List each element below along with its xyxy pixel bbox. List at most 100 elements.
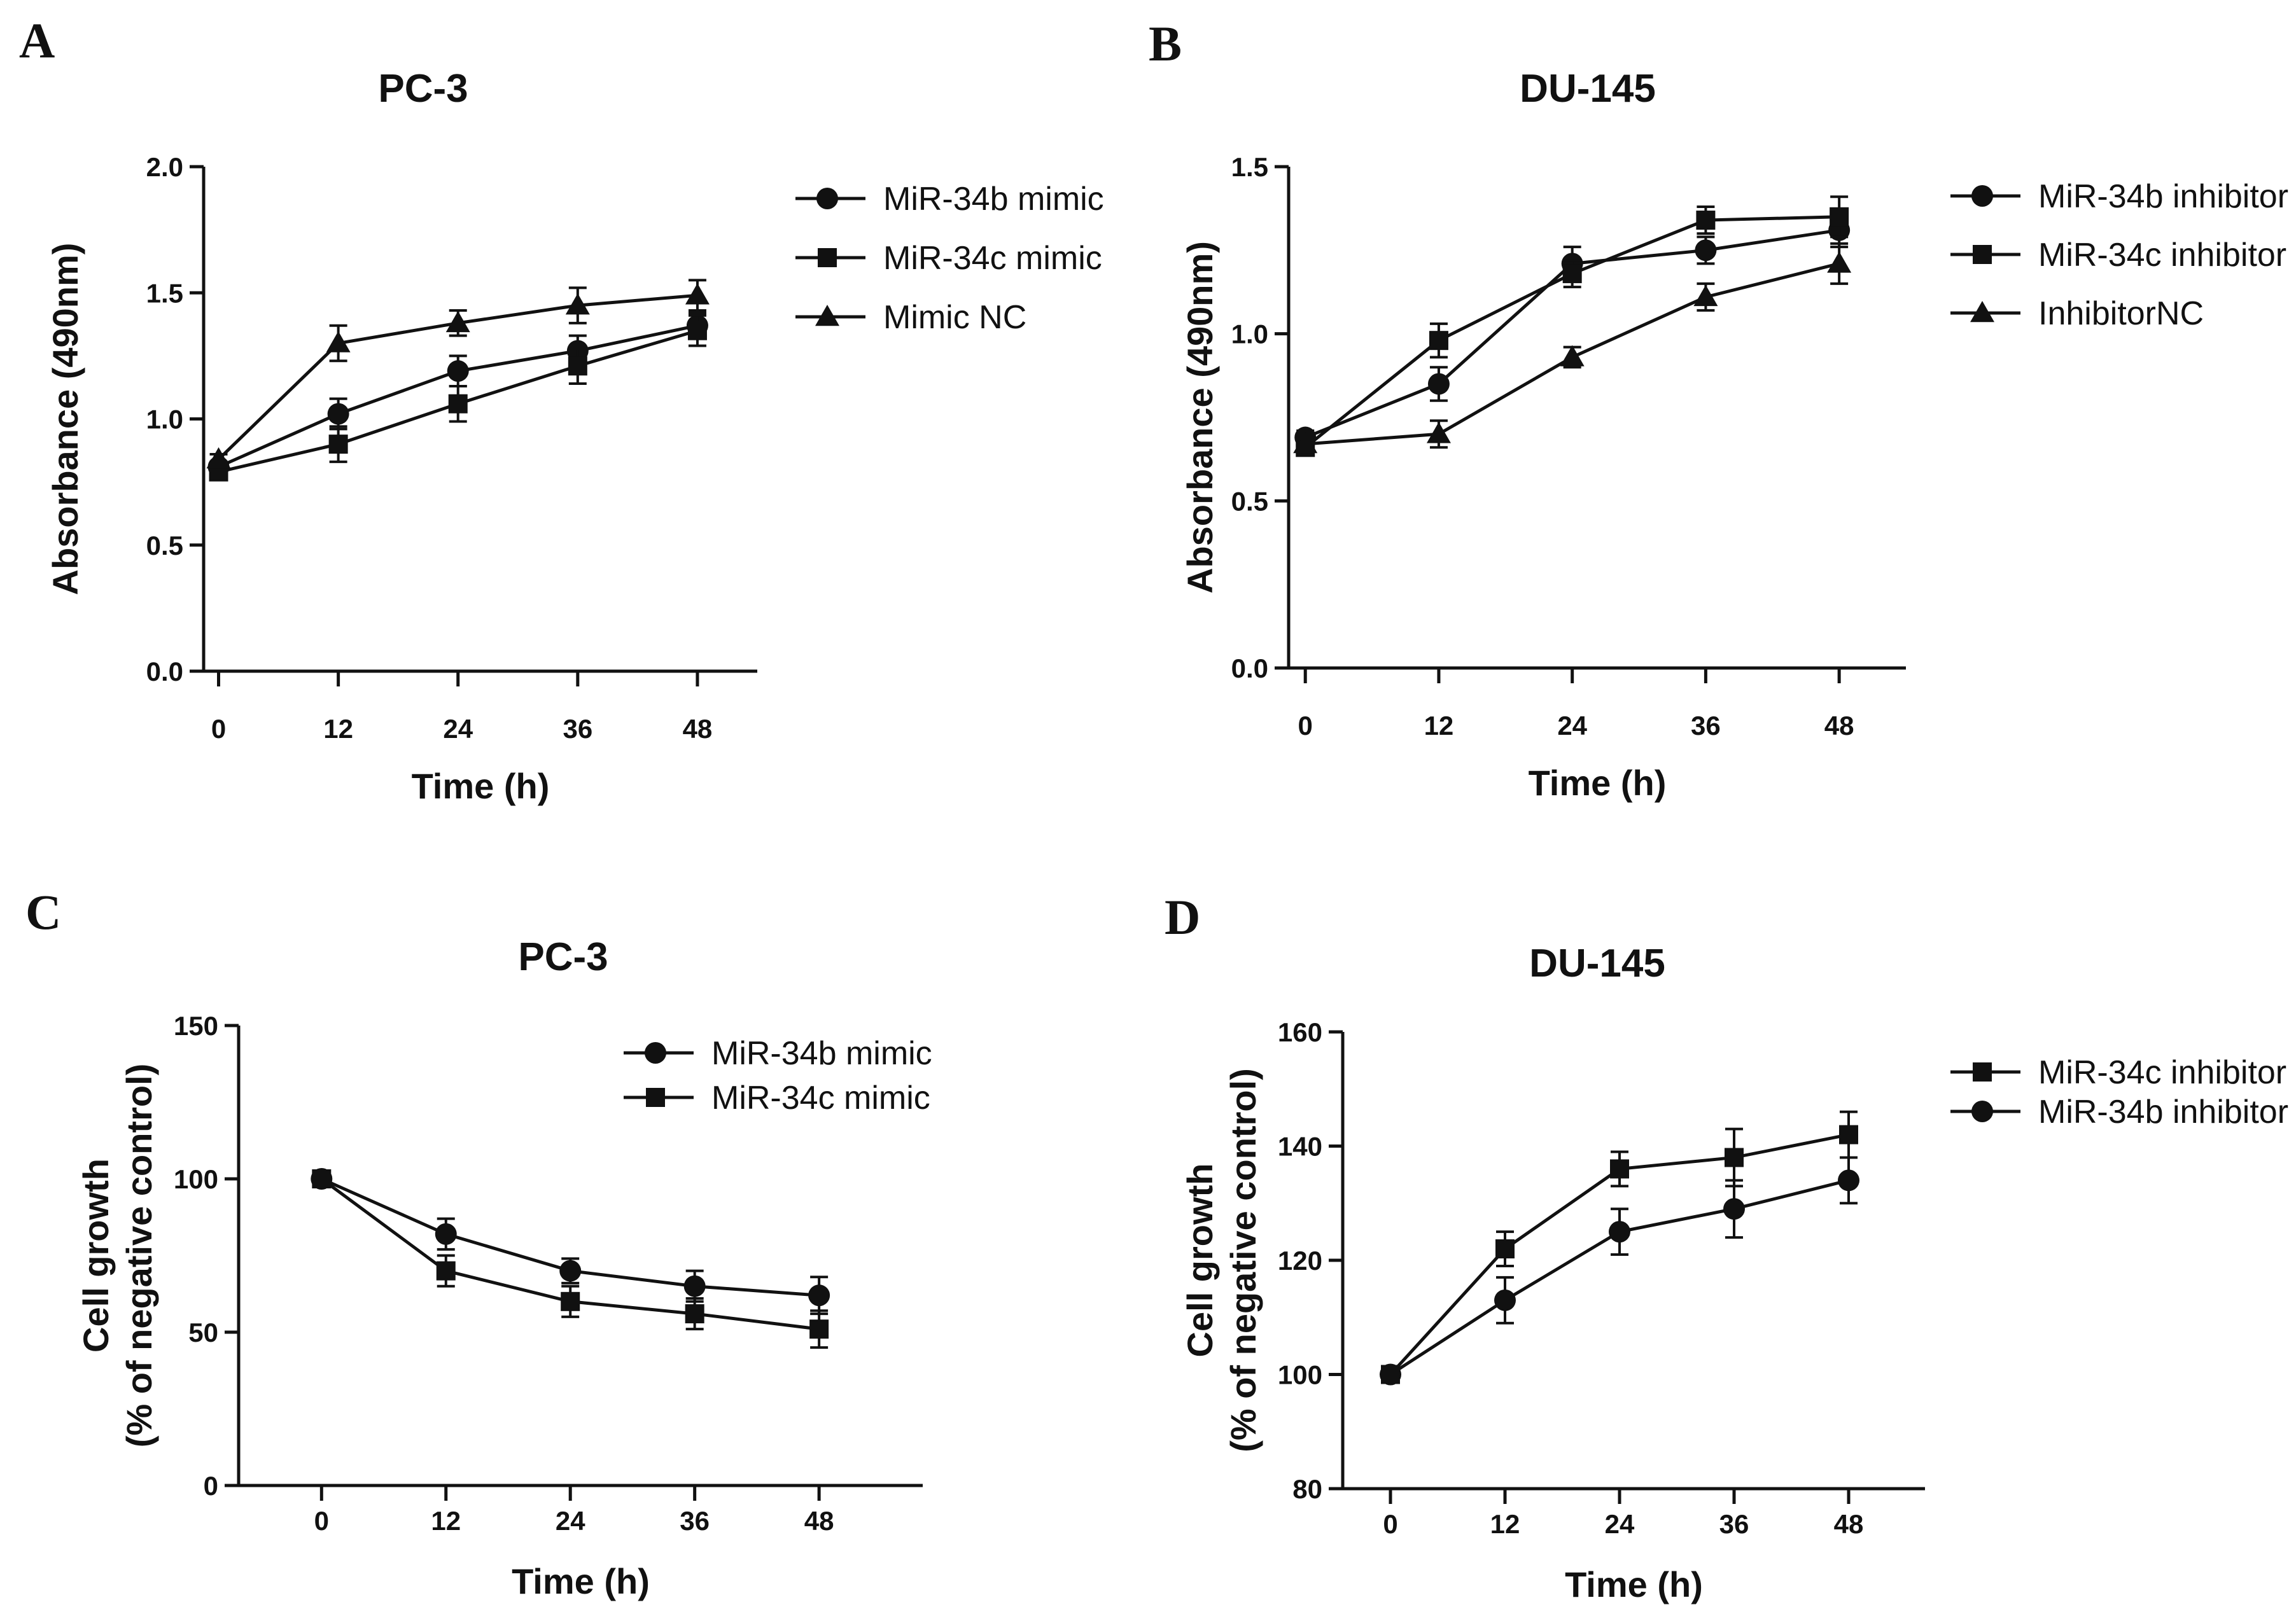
- y-tick-label: 50: [188, 1318, 218, 1347]
- data-point: [1427, 373, 1450, 395]
- data-point: [561, 1291, 580, 1311]
- data-point: [448, 394, 468, 414]
- series-inhibitornc: [1293, 242, 1852, 454]
- x-tick-label: 36: [1691, 711, 1721, 741]
- series-mir-34b-mimic: [311, 1168, 830, 1316]
- legend-label: InhibitorNC: [2038, 295, 2204, 332]
- data-point: [328, 435, 348, 454]
- y-axis-label: Absorbance (490nm): [1180, 241, 1220, 594]
- y-axis-label-line: Cell growth: [1180, 1164, 1220, 1358]
- x-tick-label: 48: [804, 1506, 834, 1536]
- x-tick-label: 36: [1719, 1509, 1749, 1539]
- y-tick-label: 1.0: [146, 405, 183, 435]
- x-tick-label: 0: [211, 714, 226, 744]
- x-tick-label: 24: [443, 714, 473, 744]
- data-point: [683, 1275, 706, 1297]
- panel-letter: B: [1149, 16, 1182, 71]
- legend-marker: [1973, 245, 1992, 264]
- data-point: [1723, 1198, 1745, 1220]
- legend-label: MiR-34c inhibitor: [2038, 237, 2286, 274]
- data-point: [312, 1169, 332, 1188]
- legend-entry: MiR-34b mimic: [624, 1035, 932, 1072]
- legend-marker: [645, 1042, 666, 1064]
- data-point: [447, 360, 469, 382]
- legend-label: MiR-34b mimic: [711, 1035, 932, 1072]
- chart-title: PC-3: [518, 935, 608, 979]
- data-point: [327, 403, 349, 425]
- data-point: [1494, 1289, 1516, 1311]
- y-tick-label: 150: [174, 1011, 218, 1041]
- chart-panel-c: C PC-3 0 50 100 150 0 12 24 36 48 Time (h) Cell grow…: [25, 884, 932, 1601]
- data-point: [435, 1223, 457, 1245]
- legend-entry: Mimic NC: [795, 299, 1026, 336]
- y-tick-label: 100: [174, 1164, 218, 1194]
- legend-label: MiR-34b mimic: [883, 181, 1104, 218]
- y-tick-label: 80: [1292, 1474, 1322, 1504]
- legend-entry: MiR-34c mimic: [624, 1080, 930, 1117]
- legend-label: MiR-34c inhibitor: [2038, 1054, 2286, 1091]
- panel-letter: A: [19, 13, 55, 68]
- data-point: [1838, 1169, 1859, 1192]
- chart-panel-d: D DU-145 80 100 120 140 160 0 12 24 36 48 Time (h) Ce…: [1165, 889, 2288, 1604]
- legend-marker: [816, 188, 838, 209]
- data-point: [1696, 211, 1716, 230]
- y-tick-label: 0.0: [1231, 653, 1268, 683]
- legend-marker: [1971, 185, 1993, 207]
- panel-letter: C: [25, 884, 61, 940]
- legend-entry: MiR-34b inhibitor: [1950, 1094, 2288, 1131]
- y-tick-label: 1.0: [1231, 319, 1268, 349]
- data-point: [1495, 1239, 1515, 1259]
- chart-title: DU-145: [1520, 67, 1656, 111]
- legend-label: MiR-34b inhibitor: [2038, 1094, 2288, 1131]
- chart-title: DU-145: [1529, 942, 1665, 985]
- legend-entry: InhibitorNC: [1950, 295, 2204, 332]
- y-tick-label: 120: [1278, 1246, 1322, 1276]
- data-point: [1839, 1125, 1858, 1144]
- chart-title: PC-3: [378, 67, 468, 111]
- chart-panel-a: A PC-3 0.0 0.5 1.0 1.5 2.0 0 12 24 36 48 Time (h) Abs…: [19, 13, 1104, 806]
- x-tick-label: 24: [556, 1506, 585, 1536]
- legend-marker: [1971, 1101, 1993, 1122]
- data-point: [1827, 251, 1852, 273]
- data-point: [1609, 1221, 1630, 1243]
- series-mir-34b-inhibitor: [1380, 1156, 1859, 1386]
- data-point: [1830, 207, 1849, 226]
- legend-label: MiR-34c mimic: [883, 240, 1102, 277]
- x-tick-label: 36: [680, 1506, 710, 1536]
- legend-entry: MiR-34c inhibitor: [1950, 237, 2286, 274]
- data-point: [1693, 284, 1718, 307]
- y-tick-label: 160: [1278, 1017, 1322, 1047]
- y-tick-label: 0.5: [1231, 486, 1268, 516]
- data-point: [1725, 1148, 1744, 1167]
- legend-entry: MiR-34c mimic: [795, 240, 1102, 277]
- series-mir-34c-inhibitor: [1296, 195, 1849, 457]
- legend-entry: MiR-34c inhibitor: [1950, 1054, 2286, 1091]
- data-point: [326, 331, 351, 352]
- x-tick-label: 48: [1834, 1509, 1864, 1539]
- data-point: [1610, 1159, 1629, 1179]
- legend-label: MiR-34c mimic: [711, 1080, 930, 1117]
- legend-label: MiR-34b inhibitor: [2038, 178, 2288, 215]
- legend-marker: [815, 305, 839, 326]
- data-point: [1695, 239, 1717, 261]
- data-point: [685, 283, 710, 305]
- data-point: [808, 1284, 830, 1307]
- x-tick-label: 24: [1557, 711, 1587, 741]
- legend-label: Mimic NC: [883, 299, 1026, 336]
- y-tick-label: 140: [1278, 1132, 1322, 1162]
- x-axis-label: Time (h): [1529, 763, 1667, 803]
- data-point: [685, 1304, 704, 1324]
- data-point: [436, 1261, 456, 1281]
- data-point: [1380, 1363, 1401, 1386]
- series-mir-34c-mimic: [209, 314, 707, 482]
- data-point: [809, 1319, 829, 1339]
- chart-panel-b: B DU-145 0.0 0.5 1.0 1.5 0 12 24 36 48 Time (h) Abso…: [1149, 16, 2288, 803]
- x-tick-label: 0: [314, 1506, 329, 1536]
- data-point: [568, 356, 587, 376]
- x-axis-label: Time (h): [512, 1561, 650, 1601]
- y-tick-label: 0.5: [146, 531, 183, 560]
- data-point: [1560, 345, 1585, 366]
- y-axis-label-line: (% of negative control): [119, 1064, 159, 1448]
- x-tick-label: 36: [563, 714, 592, 744]
